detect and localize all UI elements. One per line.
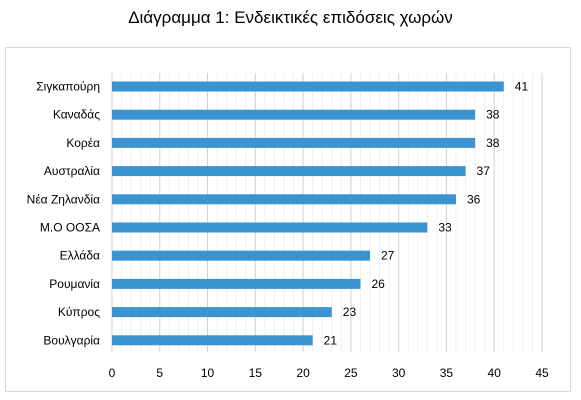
- x-tick-label: 45: [535, 366, 549, 380]
- bar: [112, 222, 428, 233]
- bar: [112, 81, 504, 92]
- category-label: Ελλάδα: [60, 249, 100, 263]
- category-label: Κορέα: [66, 136, 100, 150]
- chart-frame: [5, 47, 571, 392]
- category-label: Μ.Ο ΟΟΣΑ: [40, 221, 100, 235]
- bar: [112, 250, 370, 261]
- category-label: Καναδάς: [53, 108, 100, 122]
- bar: [112, 278, 361, 289]
- x-tick-label: 25: [344, 366, 358, 380]
- data-label: 23: [343, 305, 357, 319]
- x-tick-label: 0: [109, 366, 116, 380]
- data-label: 21: [324, 333, 338, 347]
- x-tick-label: 10: [201, 366, 215, 380]
- category-label: Κύπρος: [58, 305, 100, 319]
- data-label: 33: [438, 221, 452, 235]
- bar: [112, 109, 476, 120]
- x-tick-label: 35: [440, 366, 454, 380]
- bar: [112, 194, 456, 205]
- category-label: Βουλγαρία: [43, 333, 100, 347]
- x-tick-label: 20: [296, 366, 310, 380]
- category-label: Ρουμανία: [49, 277, 100, 291]
- chart-title: Διάγραμμα 1: Ενδεικτικές επιδόσεις χωρών: [128, 8, 453, 27]
- x-tick-label: 15: [249, 366, 263, 380]
- data-label: 41: [515, 80, 529, 94]
- x-tick-label: 30: [392, 366, 406, 380]
- data-label: 36: [467, 192, 481, 206]
- data-label: 37: [477, 164, 491, 178]
- x-tick-label: 40: [488, 366, 502, 380]
- data-label: 38: [486, 108, 500, 122]
- bar: [112, 307, 332, 318]
- bar: [112, 335, 313, 346]
- category-label: Αυστραλία: [44, 164, 100, 178]
- bar: [112, 137, 476, 148]
- data-label: 38: [486, 136, 500, 150]
- x-tick-label: 5: [156, 366, 163, 380]
- bar: [112, 166, 466, 177]
- category-label: Σιγκαπούρη: [36, 80, 100, 94]
- data-label: 26: [371, 277, 385, 291]
- data-label: 27: [381, 249, 395, 263]
- category-label: Νέα Ζηλανδία: [27, 192, 100, 206]
